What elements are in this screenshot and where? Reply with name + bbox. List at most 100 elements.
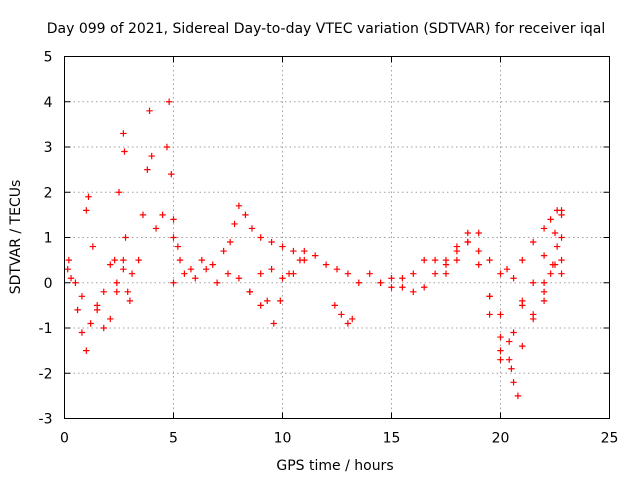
data-point xyxy=(486,311,493,318)
y-tick-label: -2 xyxy=(39,366,53,382)
data-point xyxy=(235,202,243,210)
data-point xyxy=(187,265,195,273)
series-track-B xyxy=(65,256,127,354)
x-tick-label: 0 xyxy=(60,431,69,447)
y-axis-label: SDTVAR / TECUs xyxy=(8,180,24,295)
data-point xyxy=(159,211,166,219)
data-point xyxy=(235,275,243,282)
data-point xyxy=(74,306,81,314)
data-point xyxy=(163,143,171,151)
data-point xyxy=(486,256,493,264)
data-point xyxy=(64,265,71,273)
y-tick-label: -1 xyxy=(39,321,53,337)
data-point xyxy=(547,216,554,223)
data-point xyxy=(146,107,153,114)
data-point xyxy=(510,329,517,336)
data-point xyxy=(268,265,275,273)
y-tick-label: 0 xyxy=(44,276,53,292)
data-point xyxy=(453,247,461,255)
data-point xyxy=(549,261,557,268)
data-point xyxy=(107,315,114,323)
y-tick-label: 3 xyxy=(44,140,53,156)
data-point xyxy=(231,220,238,228)
data-point xyxy=(377,279,384,286)
data-point xyxy=(257,234,264,241)
data-point xyxy=(497,347,504,354)
data-point xyxy=(514,392,522,400)
data-point xyxy=(113,288,121,295)
tick-labels: 0 5 10 15 20 25 -3 -2 -1 0 1 2 3 4 5 xyxy=(39,50,619,447)
data-point xyxy=(540,297,548,305)
data-point xyxy=(508,365,515,372)
data-point xyxy=(553,243,561,250)
data-point xyxy=(503,265,511,273)
data-point xyxy=(78,329,86,336)
data-point xyxy=(203,265,210,273)
series-track-E xyxy=(170,202,341,273)
data-point xyxy=(464,229,471,237)
data-point xyxy=(220,247,227,255)
data-point xyxy=(209,261,216,268)
data-point xyxy=(453,256,461,264)
data-point xyxy=(530,238,537,246)
data-point xyxy=(540,252,548,259)
series-track-G xyxy=(246,256,304,327)
data-point xyxy=(124,288,131,295)
data-point xyxy=(547,270,554,277)
data-point xyxy=(510,275,517,282)
data-point xyxy=(475,261,482,268)
data-point xyxy=(558,207,565,214)
data-point xyxy=(349,315,356,323)
plot-frame xyxy=(64,56,610,419)
data-point xyxy=(121,148,128,155)
series-track-D xyxy=(135,98,182,264)
data-point xyxy=(100,324,107,332)
data-point xyxy=(497,311,504,318)
series-track-J xyxy=(388,229,504,354)
data-point xyxy=(213,279,221,286)
x-tick-label: 10 xyxy=(274,431,292,447)
data-point xyxy=(431,270,439,277)
data-point xyxy=(65,256,73,264)
data-point xyxy=(333,265,341,273)
data-point xyxy=(268,238,275,246)
data-point xyxy=(344,320,352,327)
x-tick-label: 20 xyxy=(492,431,510,447)
data-point xyxy=(388,275,395,282)
series-track-A xyxy=(64,193,134,332)
data-point xyxy=(464,238,471,246)
data-point xyxy=(176,256,184,264)
x-tick-label: 5 xyxy=(169,431,178,447)
series-track-C xyxy=(111,130,136,295)
data-point xyxy=(399,275,406,282)
data-point xyxy=(168,170,175,178)
data-point xyxy=(331,302,339,309)
data-point xyxy=(530,315,537,323)
data-point xyxy=(519,342,526,350)
data-point xyxy=(248,225,256,232)
data-point xyxy=(128,270,136,277)
y-tick-label: 1 xyxy=(44,231,53,247)
y-tick-label: -3 xyxy=(39,412,53,428)
data-point xyxy=(497,333,504,341)
data-point xyxy=(226,238,234,246)
data-point xyxy=(296,256,304,264)
grid-lines xyxy=(64,56,610,419)
data-point xyxy=(120,256,127,264)
data-point xyxy=(94,306,101,314)
data-point xyxy=(290,247,297,255)
data-point xyxy=(366,270,373,277)
data-point xyxy=(83,207,90,214)
data-point xyxy=(442,270,450,277)
data-point xyxy=(115,189,123,196)
data-point xyxy=(224,270,232,277)
data-point xyxy=(170,234,177,241)
data-point xyxy=(312,252,319,259)
data-point xyxy=(486,293,493,300)
data-point xyxy=(497,270,504,277)
data-point xyxy=(270,320,277,327)
y-tick-label: 2 xyxy=(44,185,53,201)
series-track-N xyxy=(519,207,565,264)
x-tick-label: 15 xyxy=(383,431,401,447)
